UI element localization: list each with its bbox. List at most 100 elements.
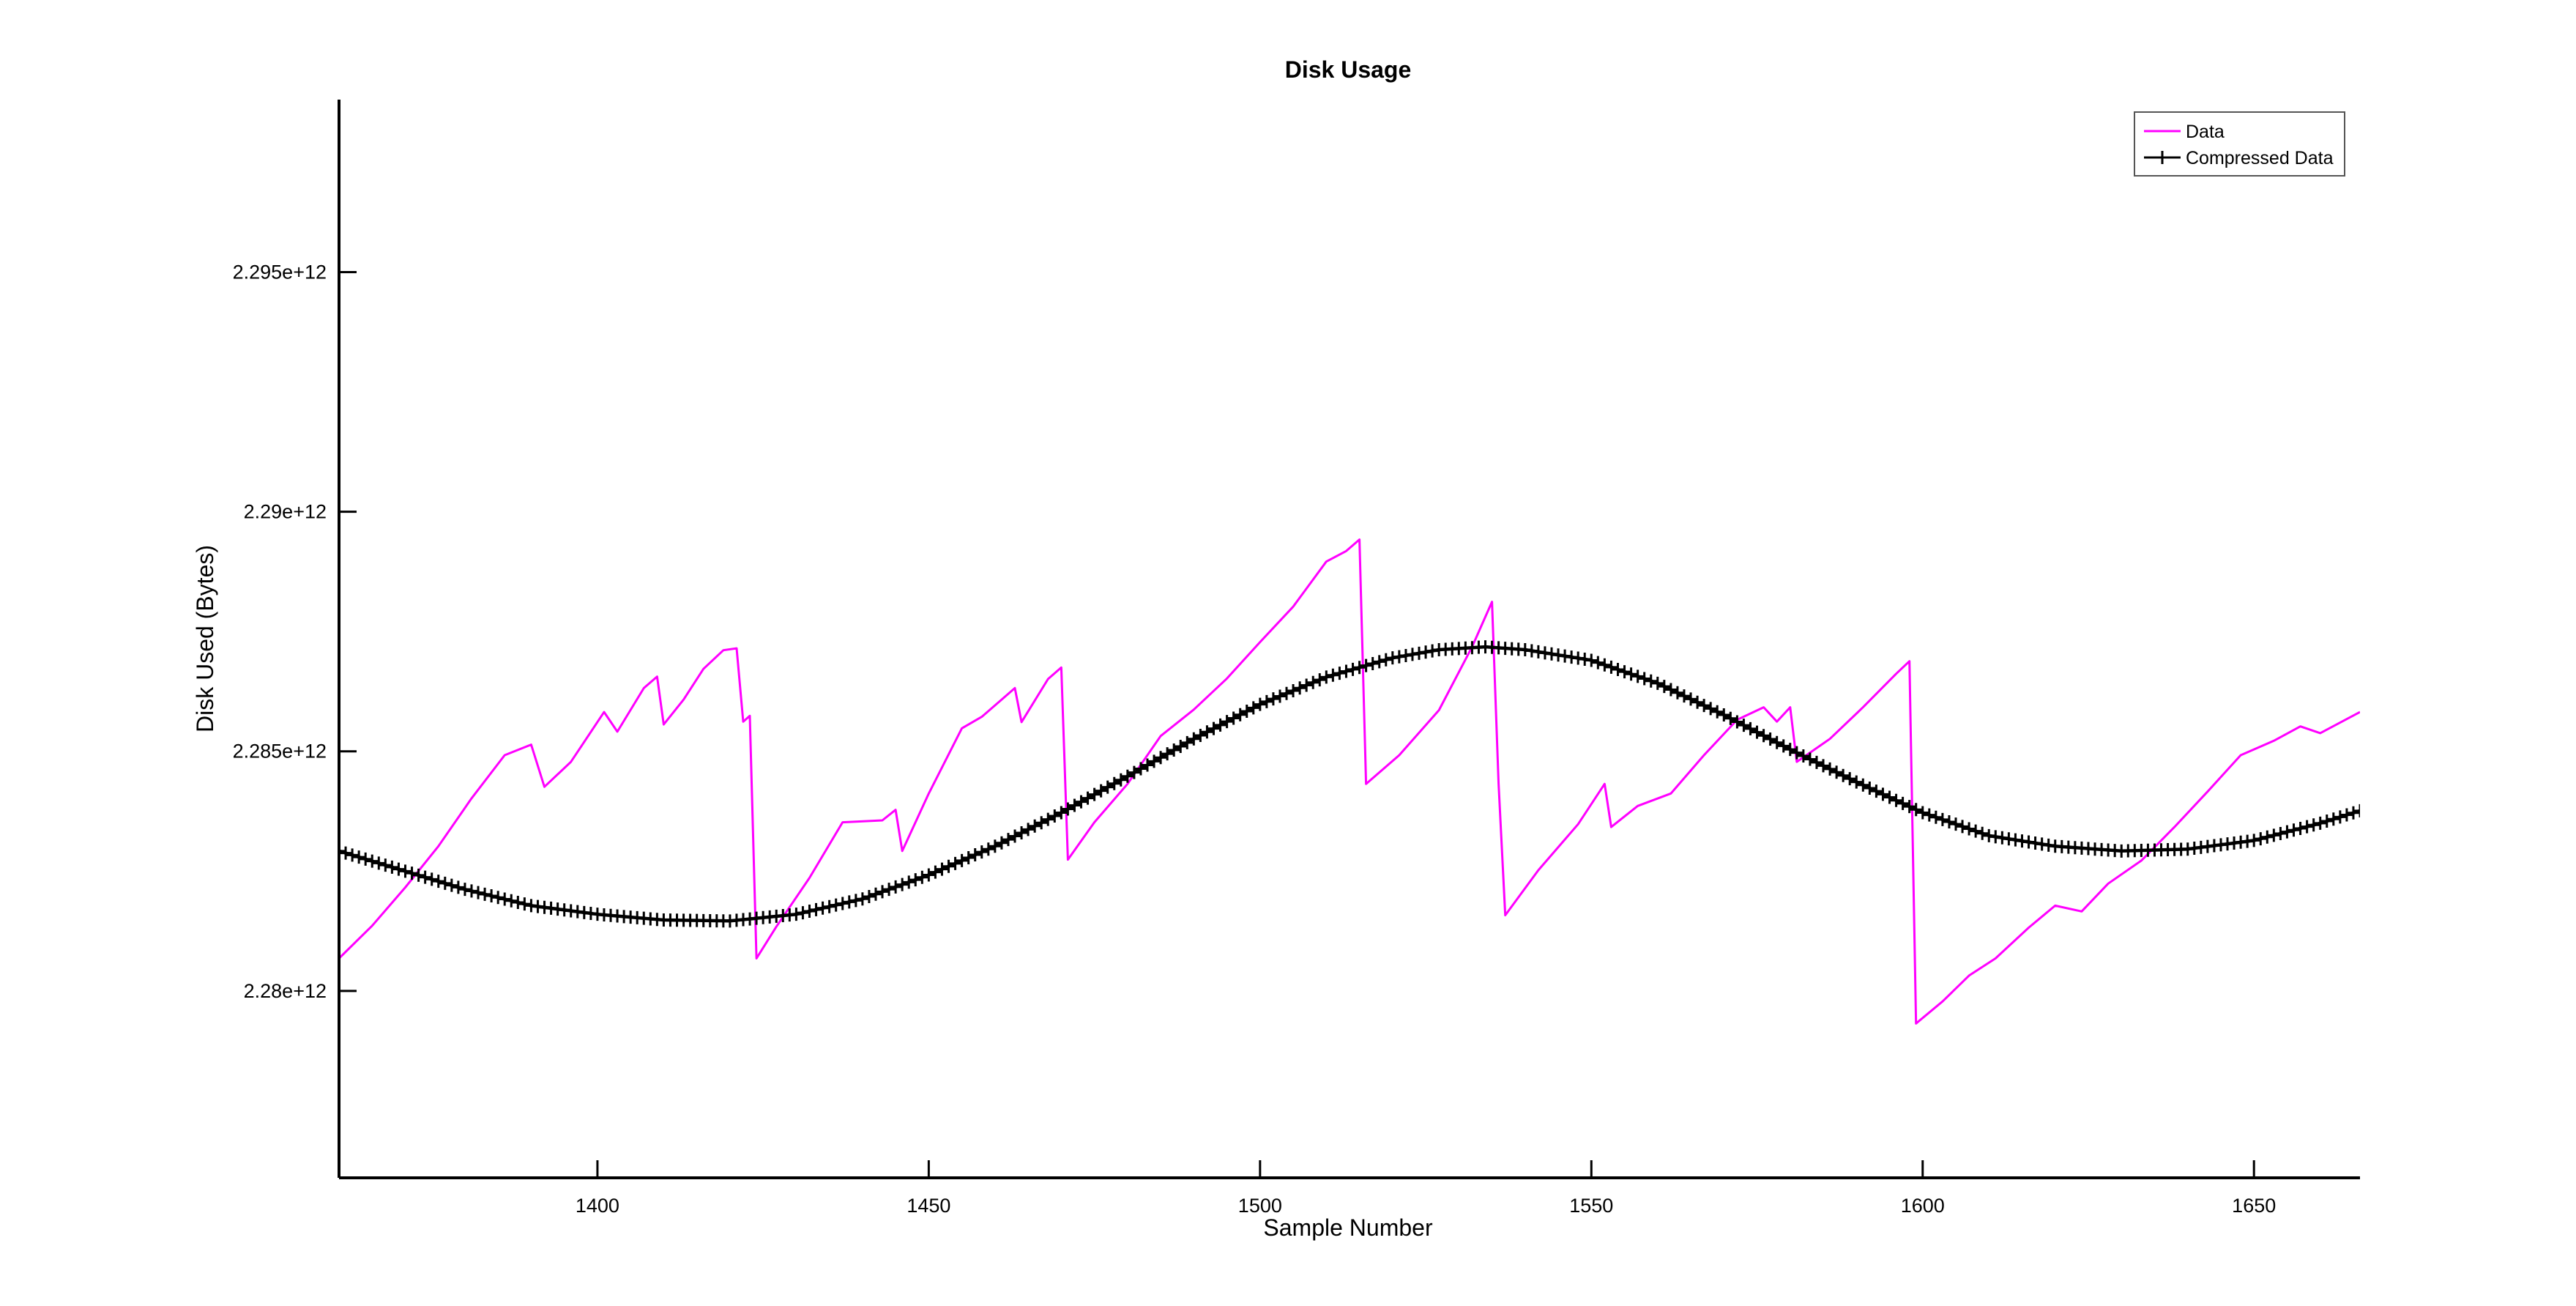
- compressed-data-point: [2287, 823, 2301, 837]
- compressed-data-point: [1809, 755, 1823, 769]
- compressed-data-point: [2274, 827, 2287, 841]
- compressed-data-point: [1233, 708, 1247, 721]
- axes: [338, 100, 2360, 1179]
- compressed-data-point: [2300, 820, 2314, 834]
- compressed-data-point: [1220, 715, 1234, 729]
- compressed-data-point: [1346, 662, 1360, 676]
- compressed-data-point: [876, 885, 890, 899]
- compressed-data-point: [1333, 667, 1347, 680]
- compressed-data-point: [915, 870, 929, 884]
- compressed-data-point: [961, 850, 975, 864]
- compressed-data-point: [1949, 817, 1962, 831]
- compressed-data-point: [1657, 680, 1671, 694]
- compressed-data-point: [1161, 747, 1175, 761]
- compressed-data-point: [1724, 711, 1738, 725]
- compressed-data-point: [352, 850, 366, 864]
- compressed-data-point: [1293, 681, 1307, 695]
- compressed-data-point: [909, 873, 923, 887]
- compressed-data-point: [1273, 689, 1287, 703]
- compressed-data-point: [1624, 667, 1638, 681]
- compressed-data-point: [346, 848, 360, 862]
- x-tick-label: 1600: [1901, 1195, 1945, 1217]
- compressed-data-point: [1141, 758, 1154, 772]
- compressed-data-point: [1585, 653, 1598, 667]
- compressed-data-point: [1426, 644, 1440, 658]
- compressed-data-point: [1259, 694, 1273, 708]
- compressed-data-point: [1120, 769, 1134, 783]
- compressed-data-point: [359, 852, 373, 866]
- compressed-data-point: [444, 878, 458, 892]
- compressed-data-point: [948, 856, 962, 870]
- compressed-data-point: [842, 895, 856, 909]
- x-axis-title: Sample Number: [1263, 1214, 1433, 1241]
- compressed-data-point: [981, 842, 995, 856]
- compressed-data-point: [405, 867, 419, 880]
- compressed-data-point: [1167, 743, 1181, 757]
- compressed-data-point: [1817, 759, 1831, 773]
- compressed-data-markers: [339, 640, 2360, 928]
- compressed-data-point: [1670, 686, 1684, 700]
- compressed-data-point: [1081, 791, 1095, 805]
- compressed-data-point: [1664, 683, 1678, 697]
- compressed-data-point: [796, 906, 810, 920]
- compressed-data-point: [339, 846, 353, 860]
- compressed-data-point: [1856, 778, 1870, 792]
- x-ticks: 1400 1450 1500 1550 1600 1650: [576, 1160, 2276, 1217]
- compressed-data-point: [505, 894, 518, 908]
- compressed-data-point: [1823, 762, 1837, 776]
- compressed-data-point: [1094, 784, 1108, 798]
- compressed-data-point: [1226, 711, 1240, 725]
- compressed-data-point: [1419, 645, 1433, 659]
- compressed-data-point: [1379, 653, 1393, 667]
- compressed-data-point: [1909, 803, 1923, 817]
- compressed-data-point: [491, 891, 505, 905]
- compressed-data-point: [816, 901, 830, 915]
- compressed-data-point: [1737, 719, 1751, 732]
- x-tick-label: 1650: [2232, 1195, 2276, 1217]
- compressed-data-point: [1405, 648, 1419, 661]
- compressed-data-point: [438, 876, 452, 890]
- compressed-data-point: [1770, 735, 1784, 749]
- compressed-data-point: [1028, 819, 1042, 833]
- compressed-data-point: [1757, 729, 1771, 743]
- legend-label-data: Data: [2186, 122, 2225, 142]
- compressed-data-point: [1174, 739, 1188, 753]
- compressed-data-point: [849, 894, 863, 908]
- compressed-data-point: [1896, 796, 1910, 810]
- compressed-data-point: [935, 862, 949, 876]
- compressed-data-point: [1385, 651, 1399, 665]
- y-tick-label: 2.28e+12: [244, 980, 327, 1002]
- x-tick-label: 1550: [1569, 1195, 1613, 1217]
- y-axis-title: Disk Used (Bytes): [192, 545, 218, 732]
- compressed-data-point: [1637, 672, 1651, 686]
- compressed-data-point: [2280, 825, 2294, 839]
- compressed-data-point: [1133, 762, 1147, 776]
- compressed-data-point: [1763, 732, 1777, 746]
- compressed-data-point: [1180, 735, 1194, 749]
- compressed-data-point: [2333, 810, 2347, 824]
- compressed-data-point: [372, 856, 386, 870]
- compressed-data-point: [1326, 668, 1340, 682]
- compressed-data-point: [1240, 705, 1254, 719]
- compressed-data-point: [835, 897, 849, 910]
- compressed-data-point: [1684, 692, 1698, 706]
- compressed-data-point: [803, 904, 816, 918]
- compressed-data-point: [862, 889, 876, 903]
- compressed-data-point: [1922, 808, 1936, 822]
- compressed-data-point: [1087, 787, 1101, 801]
- compressed-data-point: [1650, 676, 1664, 690]
- compressed-data-point: [1644, 674, 1658, 688]
- compressed-data-point: [1869, 784, 1883, 798]
- compressed-data-point: [1366, 657, 1380, 671]
- compressed-data-point: [1631, 669, 1645, 683]
- compressed-data-point: [1889, 793, 1903, 807]
- compressed-data-point: [1929, 810, 1943, 824]
- compressed-data-point: [451, 880, 465, 894]
- compressed-data-point: [1352, 661, 1366, 675]
- compressed-data-point: [1127, 765, 1141, 779]
- compressed-data-point: [1068, 798, 1082, 812]
- compressed-data-point: [975, 845, 989, 859]
- compressed-data-point: [485, 889, 499, 903]
- compressed-data-point: [1750, 725, 1764, 739]
- compressed-data-point: [1306, 675, 1320, 689]
